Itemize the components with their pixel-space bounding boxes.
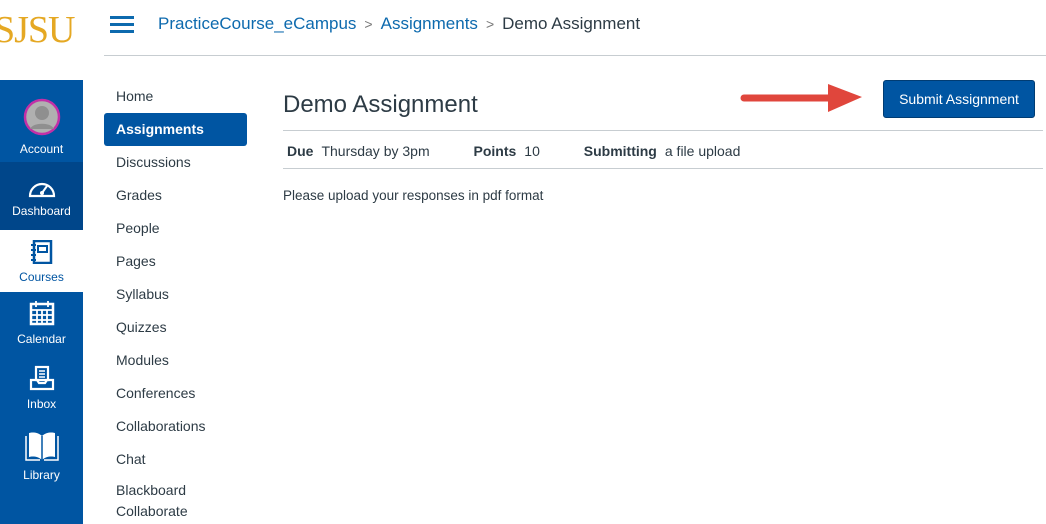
- library-icon: [24, 432, 59, 461]
- breadcrumb: PracticeCourse_eCampus > Assignments > Demo …: [158, 14, 640, 34]
- inbox-icon: [29, 365, 54, 391]
- global-nav-label: Inbox: [26, 397, 57, 411]
- global-nav-inbox[interactable]: Inbox: [0, 365, 83, 427]
- global-nav-label: Library: [23, 468, 60, 482]
- course-nav-modules[interactable]: Modules: [116, 352, 169, 368]
- assignment-details: Due Thursday by 3pm Points 10 Submitting a …: [287, 143, 740, 159]
- global-nav: Account Dashboard Courses Calendar Inbox…: [0, 80, 83, 524]
- divider: [283, 130, 1043, 131]
- page-title: Demo Assignment: [283, 91, 478, 118]
- breadcrumb-current: Demo Assignment: [502, 14, 641, 33]
- global-nav-account[interactable]: Account: [0, 80, 83, 162]
- dashboard-icon: [28, 182, 55, 198]
- global-nav-dashboard[interactable]: Dashboard: [0, 162, 83, 230]
- course-nav-people[interactable]: People: [116, 220, 160, 236]
- divider: [283, 168, 1043, 169]
- course-nav-quizzes[interactable]: Quizzes: [116, 319, 167, 335]
- points-value: 10: [524, 143, 540, 159]
- breadcrumb-course[interactable]: PracticeCourse_eCampus: [158, 14, 357, 33]
- course-nav-home[interactable]: Home: [116, 88, 154, 104]
- course-nav-grades[interactable]: Grades: [116, 187, 162, 203]
- assignment-description: Please upload your responses in pdf form…: [283, 188, 544, 203]
- global-nav-label: Account: [19, 142, 64, 156]
- global-nav-courses[interactable]: Courses: [0, 230, 83, 292]
- global-nav-label: Calendar: [17, 332, 66, 346]
- course-nav-discussions[interactable]: Discussions: [116, 154, 191, 170]
- sjsu-logo[interactable]: SJSU: [0, 9, 76, 51]
- global-nav-calendar[interactable]: Calendar: [0, 300, 83, 362]
- points-label: Points: [473, 143, 517, 159]
- breadcrumb-assignments[interactable]: Assignments: [380, 14, 478, 33]
- global-nav-label: Dashboard: [12, 204, 71, 218]
- course-nav-conferences[interactable]: Conferences: [116, 385, 196, 401]
- course-nav-syllabus[interactable]: Syllabus: [116, 286, 169, 302]
- course-nav-blackboard-collaborate[interactable]: Blackboard Collaborate: [116, 482, 188, 519]
- course-nav-pages[interactable]: Pages: [116, 253, 156, 269]
- due-label: Due: [287, 143, 314, 159]
- course-nav-chat[interactable]: Chat: [116, 451, 146, 467]
- header-divider: [104, 55, 1046, 56]
- avatar-icon: [23, 98, 60, 136]
- submit-assignment-button[interactable]: Submit Assignment: [883, 80, 1035, 118]
- courses-icon: [30, 239, 52, 265]
- global-nav-label: Courses: [19, 270, 64, 284]
- hamburger-menu-icon[interactable]: [110, 16, 134, 33]
- red-arrow-annotation: [740, 84, 862, 112]
- course-nav: Home Assignments Discussions Grades Peop…: [104, 80, 247, 522]
- chevron-right-icon: >: [485, 16, 495, 32]
- course-nav-assignments[interactable]: Assignments: [104, 113, 247, 146]
- submitting-value: a file upload: [664, 143, 741, 159]
- course-nav-collaborations[interactable]: Collaborations: [116, 418, 206, 434]
- calendar-icon: [29, 301, 54, 326]
- due-value: Thursday by 3pm: [321, 143, 430, 159]
- global-nav-library[interactable]: Library: [0, 430, 83, 500]
- submitting-label: Submitting: [583, 143, 657, 159]
- chevron-right-icon: >: [364, 16, 373, 32]
